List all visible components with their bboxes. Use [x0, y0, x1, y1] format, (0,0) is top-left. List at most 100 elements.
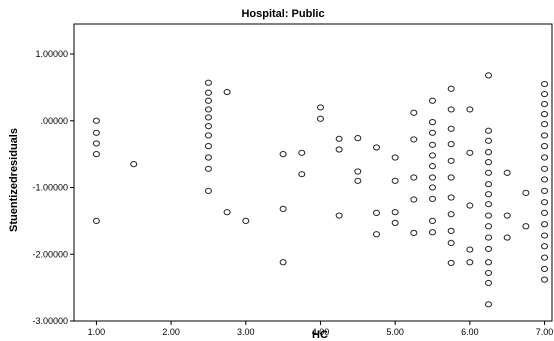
data-point	[541, 154, 549, 161]
data-point	[92, 140, 100, 147]
data-point	[391, 177, 399, 184]
data-point	[447, 174, 455, 181]
data-point	[503, 169, 511, 176]
data-point	[485, 212, 493, 219]
y-tick-label: -3.00000	[32, 316, 68, 326]
data-point	[429, 152, 436, 159]
data-point	[447, 106, 455, 113]
data-point	[223, 209, 231, 216]
data-point	[447, 194, 455, 201]
data-point	[541, 165, 549, 172]
data-point	[485, 245, 493, 253]
data-point	[485, 201, 493, 208]
data-point	[541, 199, 549, 206]
data-point	[466, 202, 474, 209]
data-point	[541, 187, 549, 194]
data-point	[429, 195, 436, 202]
data-point	[429, 217, 436, 224]
data-point	[429, 163, 436, 170]
data-point	[204, 123, 212, 130]
data-point	[485, 301, 493, 308]
data-point	[391, 209, 399, 216]
data-point	[541, 221, 549, 228]
data-point	[316, 104, 324, 111]
data-point	[541, 90, 549, 98]
data-point	[541, 209, 549, 216]
data-point	[354, 177, 362, 184]
y-tick-label: 1.00000	[35, 49, 68, 59]
data-point	[485, 149, 493, 156]
data-point	[92, 151, 100, 158]
data-point	[204, 165, 212, 172]
data-point	[429, 229, 436, 236]
data-point	[429, 129, 436, 136]
data-point	[204, 89, 212, 96]
data-point	[503, 212, 511, 219]
data-point	[522, 189, 530, 196]
x-tick-label: 5.00	[386, 327, 404, 337]
data-point	[242, 217, 250, 224]
data-point	[541, 80, 549, 88]
data-point	[372, 144, 380, 151]
data-point	[485, 181, 493, 188]
data-point	[223, 88, 231, 96]
data-point	[541, 176, 549, 183]
data-point	[541, 143, 549, 150]
y-tick-label: .00000	[40, 116, 68, 126]
data-point	[447, 259, 455, 267]
data-point	[410, 229, 418, 237]
data-point	[130, 161, 138, 168]
data-point	[485, 223, 493, 230]
data-point	[485, 137, 493, 144]
data-point	[92, 217, 100, 224]
data-point	[485, 279, 493, 287]
data-point	[541, 132, 549, 139]
data-point	[410, 174, 418, 181]
data-point	[429, 174, 436, 181]
data-point	[204, 143, 212, 150]
data-point	[485, 159, 493, 166]
data-point	[391, 219, 399, 226]
data-points	[92, 72, 549, 308]
data-point	[485, 269, 493, 277]
x-tick-label: 4.00	[312, 327, 330, 337]
data-point	[372, 231, 380, 238]
data-point	[466, 259, 474, 266]
data-point	[204, 114, 212, 121]
data-point	[429, 141, 436, 148]
x-tick-label: 7.00	[536, 327, 554, 337]
data-point	[204, 106, 212, 113]
data-point	[541, 232, 549, 239]
data-point	[410, 109, 418, 116]
data-point	[503, 234, 511, 241]
data-point	[447, 125, 455, 132]
data-point	[485, 191, 493, 198]
data-point	[447, 239, 455, 247]
data-point	[485, 72, 493, 79]
data-point	[447, 141, 455, 148]
data-point	[466, 149, 474, 156]
data-point	[391, 154, 399, 161]
data-point	[541, 276, 549, 283]
data-point	[541, 111, 549, 118]
data-point	[335, 146, 343, 153]
data-point	[429, 119, 436, 126]
data-point	[466, 106, 474, 113]
data-point	[279, 259, 287, 266]
chart-title: Hospital: Public	[241, 8, 324, 20]
y-tick-label: -1.00000	[32, 183, 68, 193]
data-point	[541, 265, 549, 273]
data-point	[279, 205, 287, 212]
data-point	[335, 212, 343, 219]
x-tick-label: 6.00	[461, 327, 479, 337]
data-point	[92, 129, 100, 136]
data-point	[485, 127, 493, 134]
data-point	[92, 117, 100, 124]
data-point	[354, 168, 362, 175]
data-point	[522, 223, 530, 230]
x-tick-label: 3.00	[237, 327, 255, 337]
data-point	[372, 209, 380, 216]
data-point	[541, 100, 549, 108]
data-point	[279, 151, 287, 158]
data-point	[541, 121, 549, 128]
